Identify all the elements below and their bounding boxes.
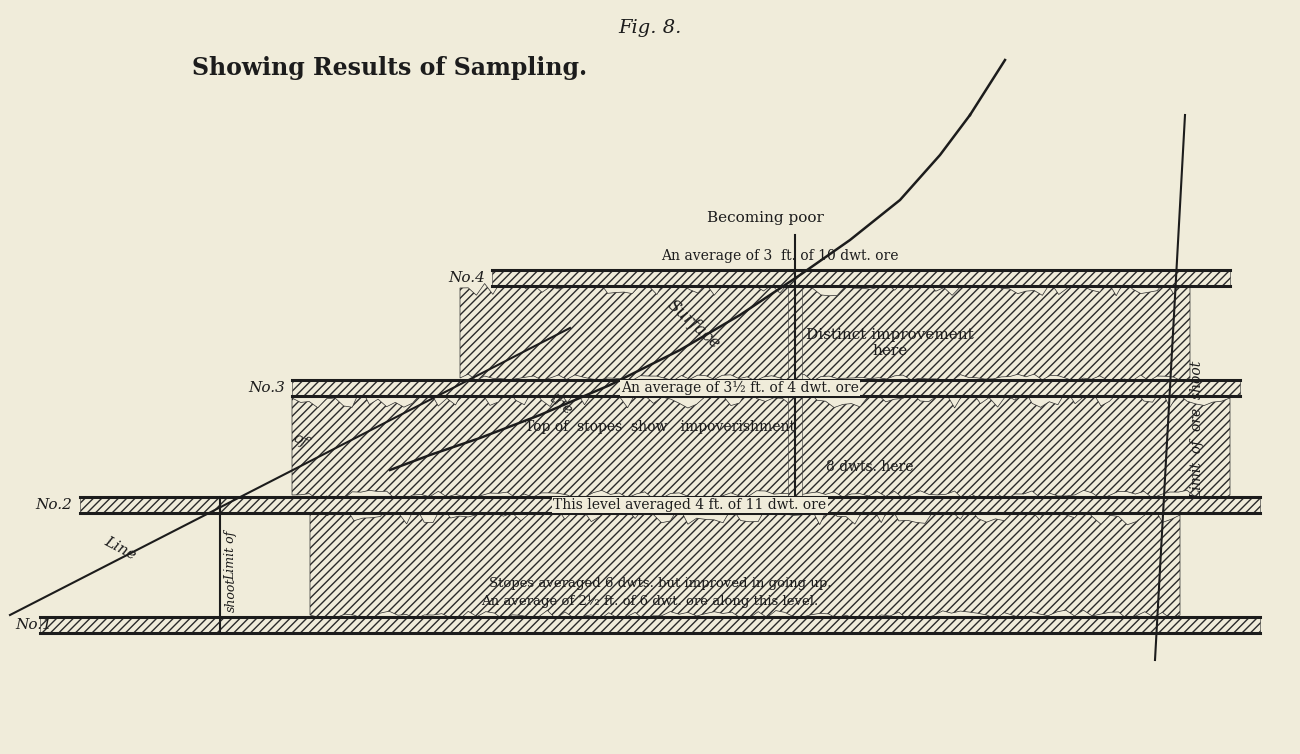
Text: Fig. 8.: Fig. 8. [619, 19, 681, 37]
Text: the: the [546, 392, 575, 418]
Text: Limit of: Limit of [225, 530, 238, 580]
Bar [292, 380, 1240, 396]
Text: 8 dwts. here: 8 dwts. here [827, 460, 914, 474]
Text: An average of 3  ft. of 10 dwt. ore: An average of 3 ft. of 10 dwt. ore [662, 249, 898, 263]
Text: Stopes averaged 6 dwts. but improved in going up.: Stopes averaged 6 dwts. but improved in … [489, 577, 831, 590]
Text: Distinct improvement
here: Distinct improvement here [806, 328, 974, 358]
Text: No.2: No.2 [35, 498, 72, 512]
Polygon shape [292, 388, 1230, 500]
Text: Showing Results of Sampling.: Showing Results of Sampling. [192, 56, 588, 80]
Text: Surface: Surface [663, 297, 723, 353]
Text: Top of  stopes  show   impoverishment: Top of stopes show impoverishment [525, 420, 796, 434]
Bar [81, 497, 1260, 513]
Text: shoot: shoot [225, 578, 238, 612]
Bar [491, 270, 1230, 286]
Text: This level averaged 4 ft. of 11 dwt. ore: This level averaged 4 ft. of 11 dwt. ore [554, 498, 827, 512]
Text: Becoming poor: Becoming poor [707, 211, 823, 225]
Text: No.1: No.1 [16, 618, 52, 632]
Bar [40, 617, 1260, 633]
Text: An average of 3½ ft. of 4 dwt. ore: An average of 3½ ft. of 4 dwt. ore [621, 381, 859, 395]
Polygon shape [460, 280, 1190, 382]
Bar [788, 270, 802, 396]
Text: Line: Line [101, 534, 138, 562]
Bar [788, 379, 802, 513]
Text: An average of 2½ ft. of 6 dwt. ore along this level.: An average of 2½ ft. of 6 dwt. ore along… [481, 594, 819, 608]
Polygon shape [309, 505, 1180, 620]
Text: No.3: No.3 [248, 381, 285, 395]
Text: No.4: No.4 [448, 271, 485, 285]
Text: Limit  of  ore  shoot: Limit of ore shoot [1190, 361, 1204, 499]
Text: of: of [290, 431, 309, 449]
